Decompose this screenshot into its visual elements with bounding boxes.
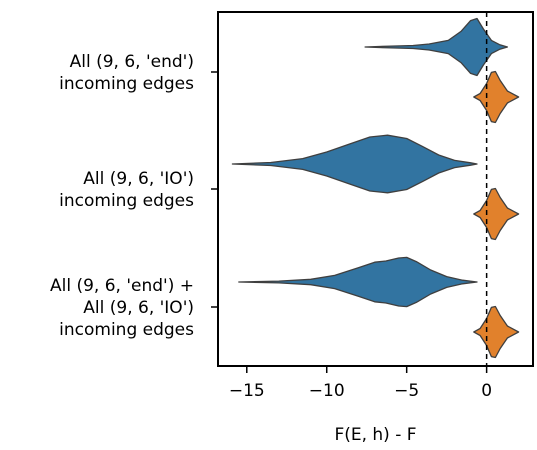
x-tick-label: −5 <box>394 381 419 401</box>
x-axis-label: F(E, h) - F <box>334 425 416 445</box>
x-tick-label: −15 <box>229 381 265 401</box>
x-axis-ticks: −15 −10 −5 0 <box>229 366 492 401</box>
violin-0-a <box>364 17 509 77</box>
violin-1-a <box>231 134 478 194</box>
y-tick-label: All (9, 6, 'IO') incoming edges <box>59 169 194 211</box>
x-tick-label: 0 <box>481 381 492 401</box>
violin-1-b <box>473 187 520 241</box>
y-axis-ticks: All (9, 6, 'end') incoming edges All (9, 6… <box>50 52 218 340</box>
violin-2-a <box>238 256 478 308</box>
violin-2-b <box>473 305 520 359</box>
y-tick-label: All (9, 6, 'end') + All (9, 6, 'IO') incom… <box>50 276 194 340</box>
plot-content <box>231 17 520 359</box>
x-tick-label: −10 <box>309 381 345 401</box>
violin-0-b <box>473 70 520 124</box>
y-tick-label: All (9, 6, 'end') incoming edges <box>59 52 194 94</box>
